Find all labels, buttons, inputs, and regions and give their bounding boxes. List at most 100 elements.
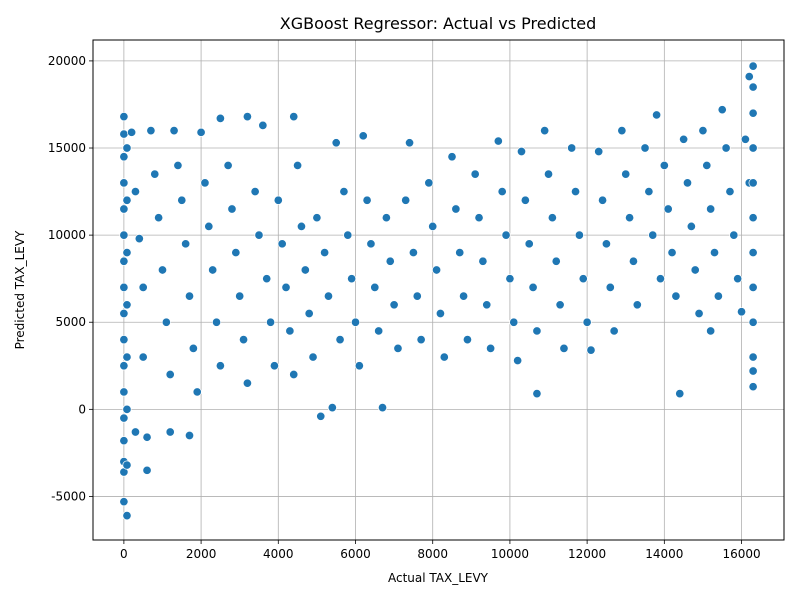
data-point [748,213,758,223]
data-point [640,143,650,153]
data-point [134,234,144,244]
data-point [146,126,156,136]
x-tick-label: 6000 [340,547,371,561]
data-point [184,430,195,441]
data-point [609,326,619,336]
data-point [667,247,677,258]
x-tick-label: 0 [120,547,128,561]
data-point [447,152,457,162]
data-point [358,131,368,141]
data-point [740,134,750,144]
data-point [706,204,716,214]
data-point [424,178,434,188]
data-point [501,230,511,240]
data-point [200,178,210,188]
data-point [122,511,132,521]
data-point [748,282,758,292]
data-point [122,460,132,470]
data-point [744,72,754,82]
x-tick-label: 2000 [186,547,217,561]
data-point [130,427,141,437]
data-point [381,213,391,223]
data-point [239,335,249,345]
data-point [748,317,758,327]
data-point [119,178,129,188]
data-point [601,239,611,249]
data-point [122,247,132,258]
data-point [474,213,484,223]
data-point [231,247,241,258]
data-point [300,265,310,275]
data-point [362,195,372,205]
data-point [702,160,712,170]
data-point [285,326,295,336]
data-point [235,291,245,301]
data-point [211,317,222,327]
data-point [748,366,758,376]
data-point [435,308,445,319]
data-point [192,387,202,397]
data-point [605,282,615,292]
data-point [142,432,152,442]
x-tick-label: 10000 [491,547,529,561]
data-point [119,129,129,139]
data-point [432,265,442,275]
data-point [119,308,129,319]
data-point [401,195,411,205]
data-point [208,265,218,275]
data-point [505,274,515,284]
data-point [215,113,225,123]
data-point [296,221,307,231]
chart-title: XGBoost Regressor: Actual vs Predicted [280,14,597,33]
data-point [532,389,542,399]
data-point [119,282,129,292]
data-point [119,152,129,162]
data-point [748,61,758,71]
data-point [729,230,739,240]
data-point [242,112,252,122]
data-point [223,160,233,170]
data-point [204,221,214,231]
data-point [493,136,503,146]
data-point [540,126,550,136]
data-point [690,265,700,275]
data-point [748,247,758,258]
data-point [343,230,353,240]
data-point [717,105,727,115]
y-tick-label: 20000 [48,54,86,68]
data-point [532,326,542,336]
y-axis-label: Predicted TAX_LEVY [13,230,27,349]
x-tick-label: 12000 [568,547,606,561]
data-point [331,138,341,148]
data-point [486,343,496,353]
data-point [165,369,175,380]
data-point [698,126,708,136]
y-tick-label: -5000 [51,489,86,503]
data-point [327,403,337,413]
data-point [497,187,507,197]
data-point [161,317,171,327]
data-point [652,110,662,120]
data-point [138,352,148,362]
data-point [289,369,299,380]
data-point [520,195,530,205]
x-tick-label: 16000 [722,547,760,561]
data-point [709,247,720,258]
data-point [304,308,314,319]
x-tick-label: 14000 [645,547,683,561]
data-point [389,300,399,310]
data-point [122,300,132,310]
data-point [374,326,384,336]
data-point [547,213,557,223]
data-point [242,378,252,388]
data-point [478,256,488,266]
data-point [227,204,237,214]
data-point [524,239,534,249]
data-point [439,352,449,362]
data-point [335,335,345,345]
data-point [320,247,330,258]
data-point [177,195,187,205]
data-point [428,221,438,231]
data-point [188,343,198,353]
